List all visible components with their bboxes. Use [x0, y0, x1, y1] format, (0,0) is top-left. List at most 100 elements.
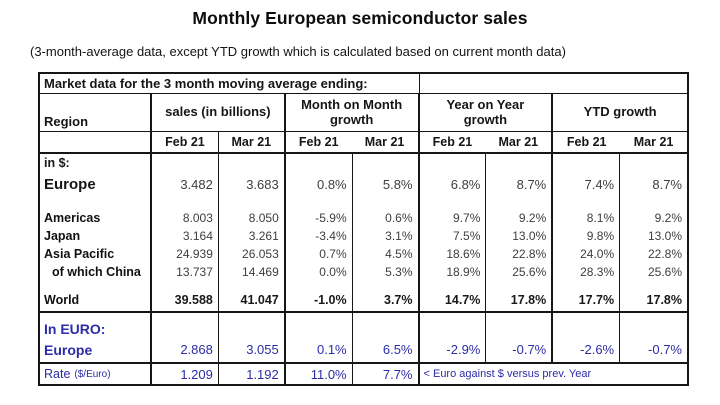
dollar-section-label: in $: — [40, 154, 152, 171]
value-cell: 3.164 — [152, 227, 219, 245]
market-data-table: Market data for the 3 month moving avera… — [38, 72, 689, 386]
rate-note: < Euro against $ versus prev. Year — [423, 368, 592, 380]
value-cell: 9.8% — [553, 227, 621, 245]
value-cell: 13.737 — [152, 263, 219, 281]
table-row-japan: Japan 3.164 3.261 -3.4% 3.1% 7.5% 13.0% … — [40, 227, 687, 245]
yoy-month-headers: Feb 21 Mar 21 — [420, 132, 554, 152]
value-cell: 25.6% — [486, 263, 554, 281]
region-label: Europe — [40, 171, 152, 197]
region-header: Region — [40, 94, 152, 131]
value-cell: 7.4% — [553, 171, 621, 197]
empty-cell — [620, 281, 687, 289]
value-cell: 6.5% — [353, 337, 420, 362]
value-cell: 0.0% — [286, 263, 353, 281]
value-cell: 9.7% — [420, 209, 487, 227]
table-row-china: of which China 13.737 14.469 0.0% 5.3% 1… — [40, 263, 687, 281]
sales-group-header: sales (in billions) — [152, 94, 286, 131]
empty-cell — [152, 281, 219, 289]
value-cell: 18.6% — [420, 245, 487, 263]
value-cell: 0.8% — [286, 171, 353, 197]
rate-unit: ($/Euro) — [74, 368, 111, 380]
empty-cell — [286, 197, 353, 209]
empty-cell — [152, 154, 219, 171]
value-cell: 8.003 — [152, 209, 219, 227]
empty-cell — [486, 281, 554, 289]
empty-cell — [620, 197, 687, 209]
value-cell: 8.050 — [219, 209, 286, 227]
table-row-europe-euro: Europe 2.868 3.055 0.1% 6.5% -2.9% -0.7%… — [40, 337, 687, 364]
yoy-mar-header: Mar 21 — [498, 135, 539, 149]
empty-cell — [219, 281, 286, 289]
rate-label-text: Rate — [44, 367, 71, 381]
value-cell: 39.588 — [152, 289, 219, 311]
value-cell: 17.8% — [646, 293, 682, 307]
empty-cell — [553, 197, 621, 209]
table-row-world: World 39.588 41.047 -1.0% 3.7% 14.7% 17.… — [40, 289, 687, 313]
rate-label: Rate ($/Euro) — [40, 364, 152, 384]
value-cell: 24.0% — [553, 245, 621, 263]
empty-cell — [353, 197, 420, 209]
page: Monthly European semiconductor sales (3-… — [0, 8, 720, 386]
value-cell: 5.3% — [353, 263, 420, 281]
empty-cell — [553, 313, 621, 337]
value-cell: -0.7% — [486, 337, 554, 362]
value-cell: 3.482 — [152, 171, 219, 197]
caption-row: Market data for the 3 month moving avera… — [40, 74, 687, 94]
table-row-americas: Americas 8.003 8.050 -5.9% 0.6% 9.7% 9.2… — [40, 209, 687, 227]
empty-cell — [553, 154, 621, 171]
value-cell: -1.0% — [286, 289, 353, 311]
value-cell: 13.0% — [486, 227, 554, 245]
empty-cell — [286, 154, 353, 171]
empty-cell — [486, 197, 554, 209]
value-cell: 5.8% — [353, 171, 420, 197]
value-cell: 41.047 — [219, 289, 286, 311]
region-label: Europe — [40, 337, 152, 362]
value-cell: 28.3% — [553, 263, 621, 281]
table-caption: Market data for the 3 month moving avera… — [40, 74, 420, 93]
empty-cell — [486, 154, 554, 171]
value-cell: 7.5% — [420, 227, 487, 245]
empty-cell — [553, 281, 621, 289]
spacer-row — [40, 197, 687, 209]
ytd-mar-header: Mar 21 — [633, 135, 674, 149]
group-header-row: Region sales (in billions) Month on Mont… — [40, 94, 687, 132]
page-subtitle: (3-month-average data, except YTD growth… — [30, 44, 566, 59]
value-cell: -2.9% — [420, 337, 487, 362]
value-cell: 3.1% — [353, 227, 420, 245]
value-cell: -2.6% — [553, 337, 621, 362]
region-label: Americas — [40, 209, 152, 227]
empty-cell — [219, 313, 286, 337]
value-cell: -0.7% — [648, 342, 682, 357]
empty-cell — [286, 281, 353, 289]
caption-spacer — [420, 74, 688, 93]
euro-section-label: In EURO: — [40, 313, 152, 337]
value-cell: 11.0% — [286, 364, 353, 384]
value-cell: 26.053 — [219, 245, 286, 263]
value-cell: 7.7% — [353, 364, 420, 384]
value-cell: 22.8% — [647, 247, 682, 261]
page-title: Monthly European semiconductor sales — [192, 8, 528, 28]
value-cell: 14.7% — [420, 289, 487, 311]
sales-mar-header: Mar 21 — [219, 132, 286, 152]
empty-cell — [286, 313, 353, 337]
yoy-feb-header: Feb 21 — [432, 135, 473, 149]
empty-cell — [40, 281, 152, 289]
empty-cell — [40, 197, 152, 209]
value-cell: 2.868 — [152, 337, 219, 362]
value-cell: 1.192 — [219, 364, 286, 384]
empty-cell — [353, 313, 420, 337]
ytd-group-header: YTD growth — [583, 104, 657, 120]
empty-cell — [420, 154, 487, 171]
value-cell: 0.7% — [286, 245, 353, 263]
table-row-rate: Rate ($/Euro) 1.209 1.192 11.0% 7.7% < E… — [40, 364, 687, 384]
empty-cell — [420, 281, 487, 289]
yoy-group-header: Year on Year growth — [420, 94, 554, 131]
region-label: Japan — [40, 227, 152, 245]
month-header-row: Feb 21 Mar 21 Feb 21 Mar 21 Feb 21 Mar 2… — [40, 132, 687, 154]
value-cell: 18.9% — [420, 263, 487, 281]
value-cell: 4.5% — [353, 245, 420, 263]
value-cell: 24.939 — [152, 245, 219, 263]
empty-cell — [420, 197, 487, 209]
empty-cell — [620, 154, 687, 171]
empty-cell — [219, 197, 286, 209]
